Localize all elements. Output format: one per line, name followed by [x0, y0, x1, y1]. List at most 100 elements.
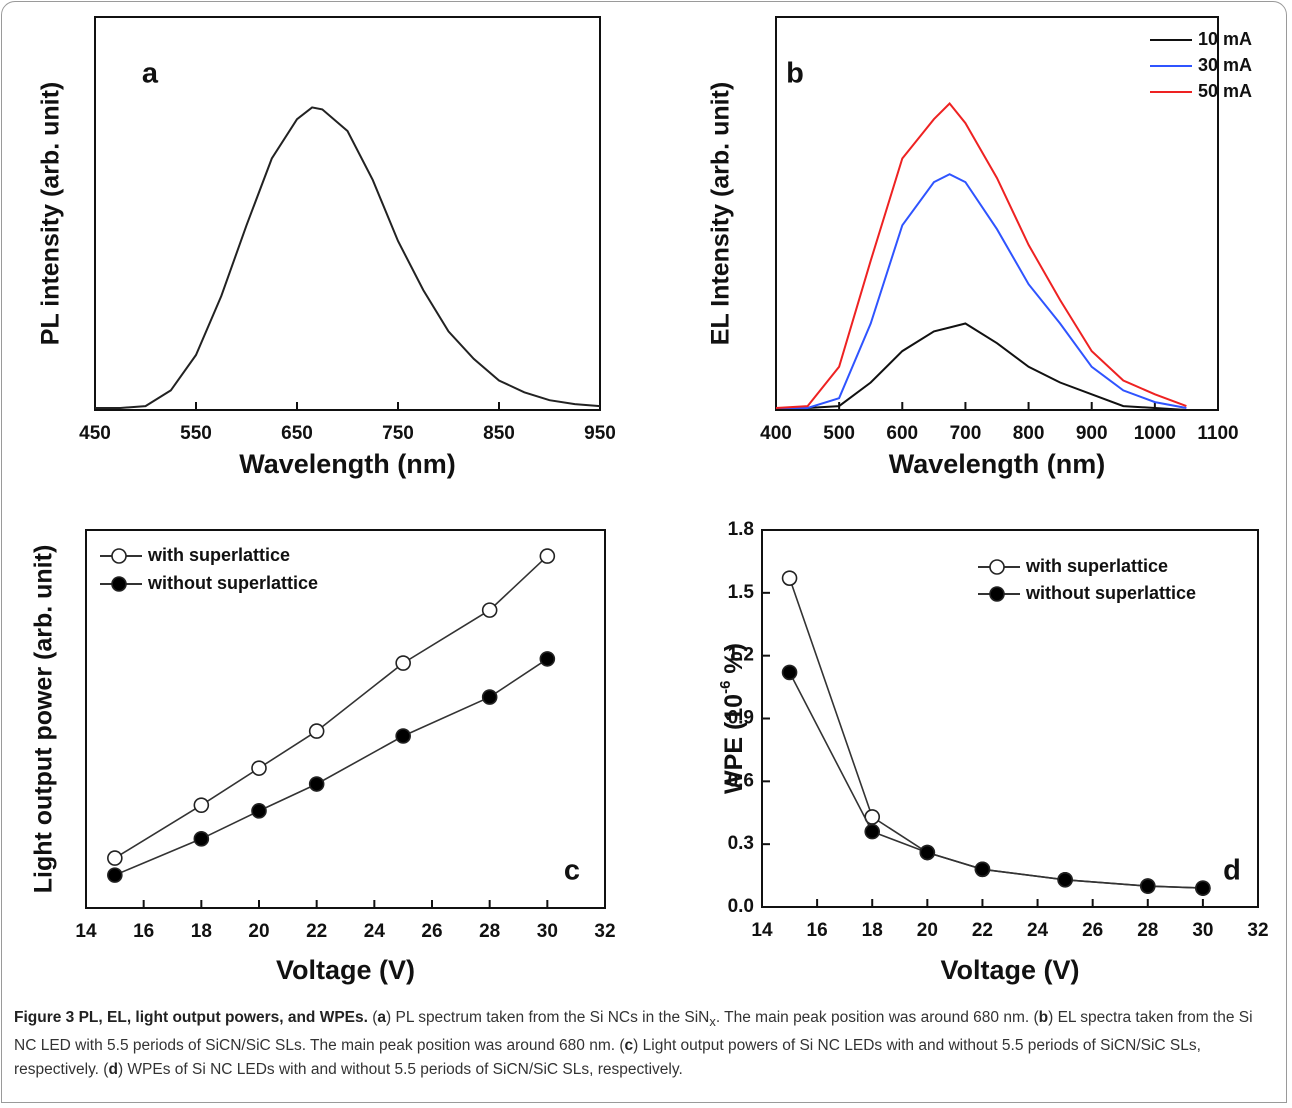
x-tick-label: 750: [382, 423, 414, 444]
legend-label: with superlattice: [147, 545, 290, 565]
y-tick-label: 0.6: [728, 770, 754, 791]
x-tick-label: 700: [950, 423, 982, 444]
marker: [539, 548, 556, 564]
x-tick-label: 800: [1013, 423, 1045, 444]
x-tick-label: 24: [1027, 920, 1049, 941]
series-line: [95, 106, 601, 409]
x-tick-label: 1100: [1197, 423, 1238, 444]
y-axis-label: Light output power (arb. unit): [30, 545, 58, 894]
legend-label: 30 mA: [1198, 55, 1252, 75]
charts: 450 550 650 750 850 950 Wavelength (nm) PL inte…: [30, 16, 1269, 985]
caption-text: Figure 3 PL, EL, light output powers, an…: [14, 1009, 368, 1026]
series-line: [776, 173, 1187, 409]
x-axis-label: Voltage (V): [940, 955, 1079, 985]
panel-label: b: [786, 58, 804, 90]
legend-label: without superlattice: [1025, 583, 1196, 603]
marker: [864, 823, 881, 840]
marker: [539, 651, 556, 667]
y-axis-label: WPE (10-6 %): [717, 643, 748, 794]
marker: [974, 861, 991, 878]
marker: [1057, 871, 1073, 888]
x-tick-label: 450: [79, 423, 111, 444]
x-tick-label: 26: [1082, 920, 1103, 941]
x-tick-label: 14: [751, 920, 773, 941]
caption-text: b: [1038, 1009, 1049, 1026]
caption-text: c: [624, 1037, 634, 1055]
x-tick-label: 500: [823, 423, 855, 444]
legend-label: with superlattice: [1025, 556, 1168, 576]
legend-label: 50 mA: [1198, 81, 1252, 101]
x-tick-label: 26: [421, 921, 442, 942]
marker: [107, 850, 123, 866]
x-axis-label: Wavelength (nm): [239, 449, 456, 479]
x-tick-label: 32: [594, 921, 615, 942]
marker: [1139, 878, 1156, 894]
panel-label: c: [564, 855, 580, 887]
marker: [107, 867, 123, 883]
series-line: [775, 102, 1187, 409]
series-line: [788, 672, 1203, 889]
series-line: [788, 577, 1203, 889]
y-axis-label: PL intensity (arb. unit): [37, 82, 65, 345]
marker: [193, 831, 210, 847]
marker: [395, 655, 411, 671]
plot-frame: [85, 529, 606, 909]
legend-marker: [111, 548, 127, 564]
x-tick-label: 30: [537, 921, 558, 942]
marker: [395, 728, 411, 744]
x-tick-label: 400: [760, 423, 792, 444]
series-line: [114, 555, 548, 859]
y-tick-label: 0.3: [728, 833, 754, 854]
caption-text: (: [367, 1009, 378, 1026]
marker: [193, 797, 210, 813]
legend-marker: [989, 559, 1005, 575]
y-tick-label: 1.5: [728, 582, 755, 603]
x-tick-label: 550: [180, 423, 212, 444]
legend-marker: [111, 576, 127, 592]
x-tick-label: 600: [886, 423, 918, 444]
x-tick-label: 650: [281, 423, 313, 444]
caption-text: a: [377, 1009, 387, 1026]
x-tick-label: 22: [306, 921, 327, 942]
x-tick-label: 16: [133, 921, 154, 942]
x-tick-label: 30: [1192, 920, 1213, 941]
x-tick-label: 28: [1137, 920, 1158, 941]
x-tick-label: 24: [364, 921, 386, 942]
marker: [781, 664, 798, 681]
caption-text: x: [709, 1014, 716, 1030]
y-tick-label: 1.8: [728, 519, 754, 540]
caption-text: ) PL spectrum taken from the Si NCs in t…: [386, 1009, 710, 1026]
x-tick-label: 18: [862, 920, 883, 941]
marker: [308, 723, 325, 739]
caption-text: . The main peak position was around 680 …: [715, 1009, 1039, 1026]
marker: [251, 760, 267, 776]
x-tick-label: 1000: [1134, 423, 1176, 444]
x-tick-label: 14: [75, 921, 97, 942]
legend-label: 10 mA: [1198, 29, 1252, 49]
y-axis-label-exponent: -6: [717, 681, 734, 694]
plot-frame: [94, 16, 601, 411]
x-tick-label: 16: [807, 920, 828, 941]
x-tick-label: 950: [584, 423, 616, 444]
x-tick-label: 850: [483, 423, 515, 444]
series-line: [776, 322, 1187, 411]
caption-text: ) EL spectra taken from the Si NC LED wi…: [14, 1009, 1253, 1055]
marker: [781, 570, 798, 586]
x-tick-label: 22: [972, 920, 993, 941]
x-tick-label: 18: [191, 921, 212, 942]
x-axis-label: Wavelength (nm): [889, 449, 1106, 479]
marker: [919, 844, 936, 861]
legend-label: without superlattice: [147, 573, 318, 593]
caption-text: ) Light output powers of Si NC LEDs with…: [14, 1037, 1201, 1079]
y-axis-label-part: %): [720, 643, 748, 681]
x-axis-label: Voltage (V): [276, 955, 415, 985]
series-line: [114, 658, 548, 876]
panel-label: d: [1223, 855, 1241, 887]
caption-text: d: [108, 1061, 118, 1079]
panel-label: a: [142, 58, 159, 90]
plot-frame: [775, 16, 1219, 411]
y-axis-label: EL Intensity (arb. unit): [707, 82, 735, 345]
y-tick-label: 0.9: [728, 708, 754, 729]
